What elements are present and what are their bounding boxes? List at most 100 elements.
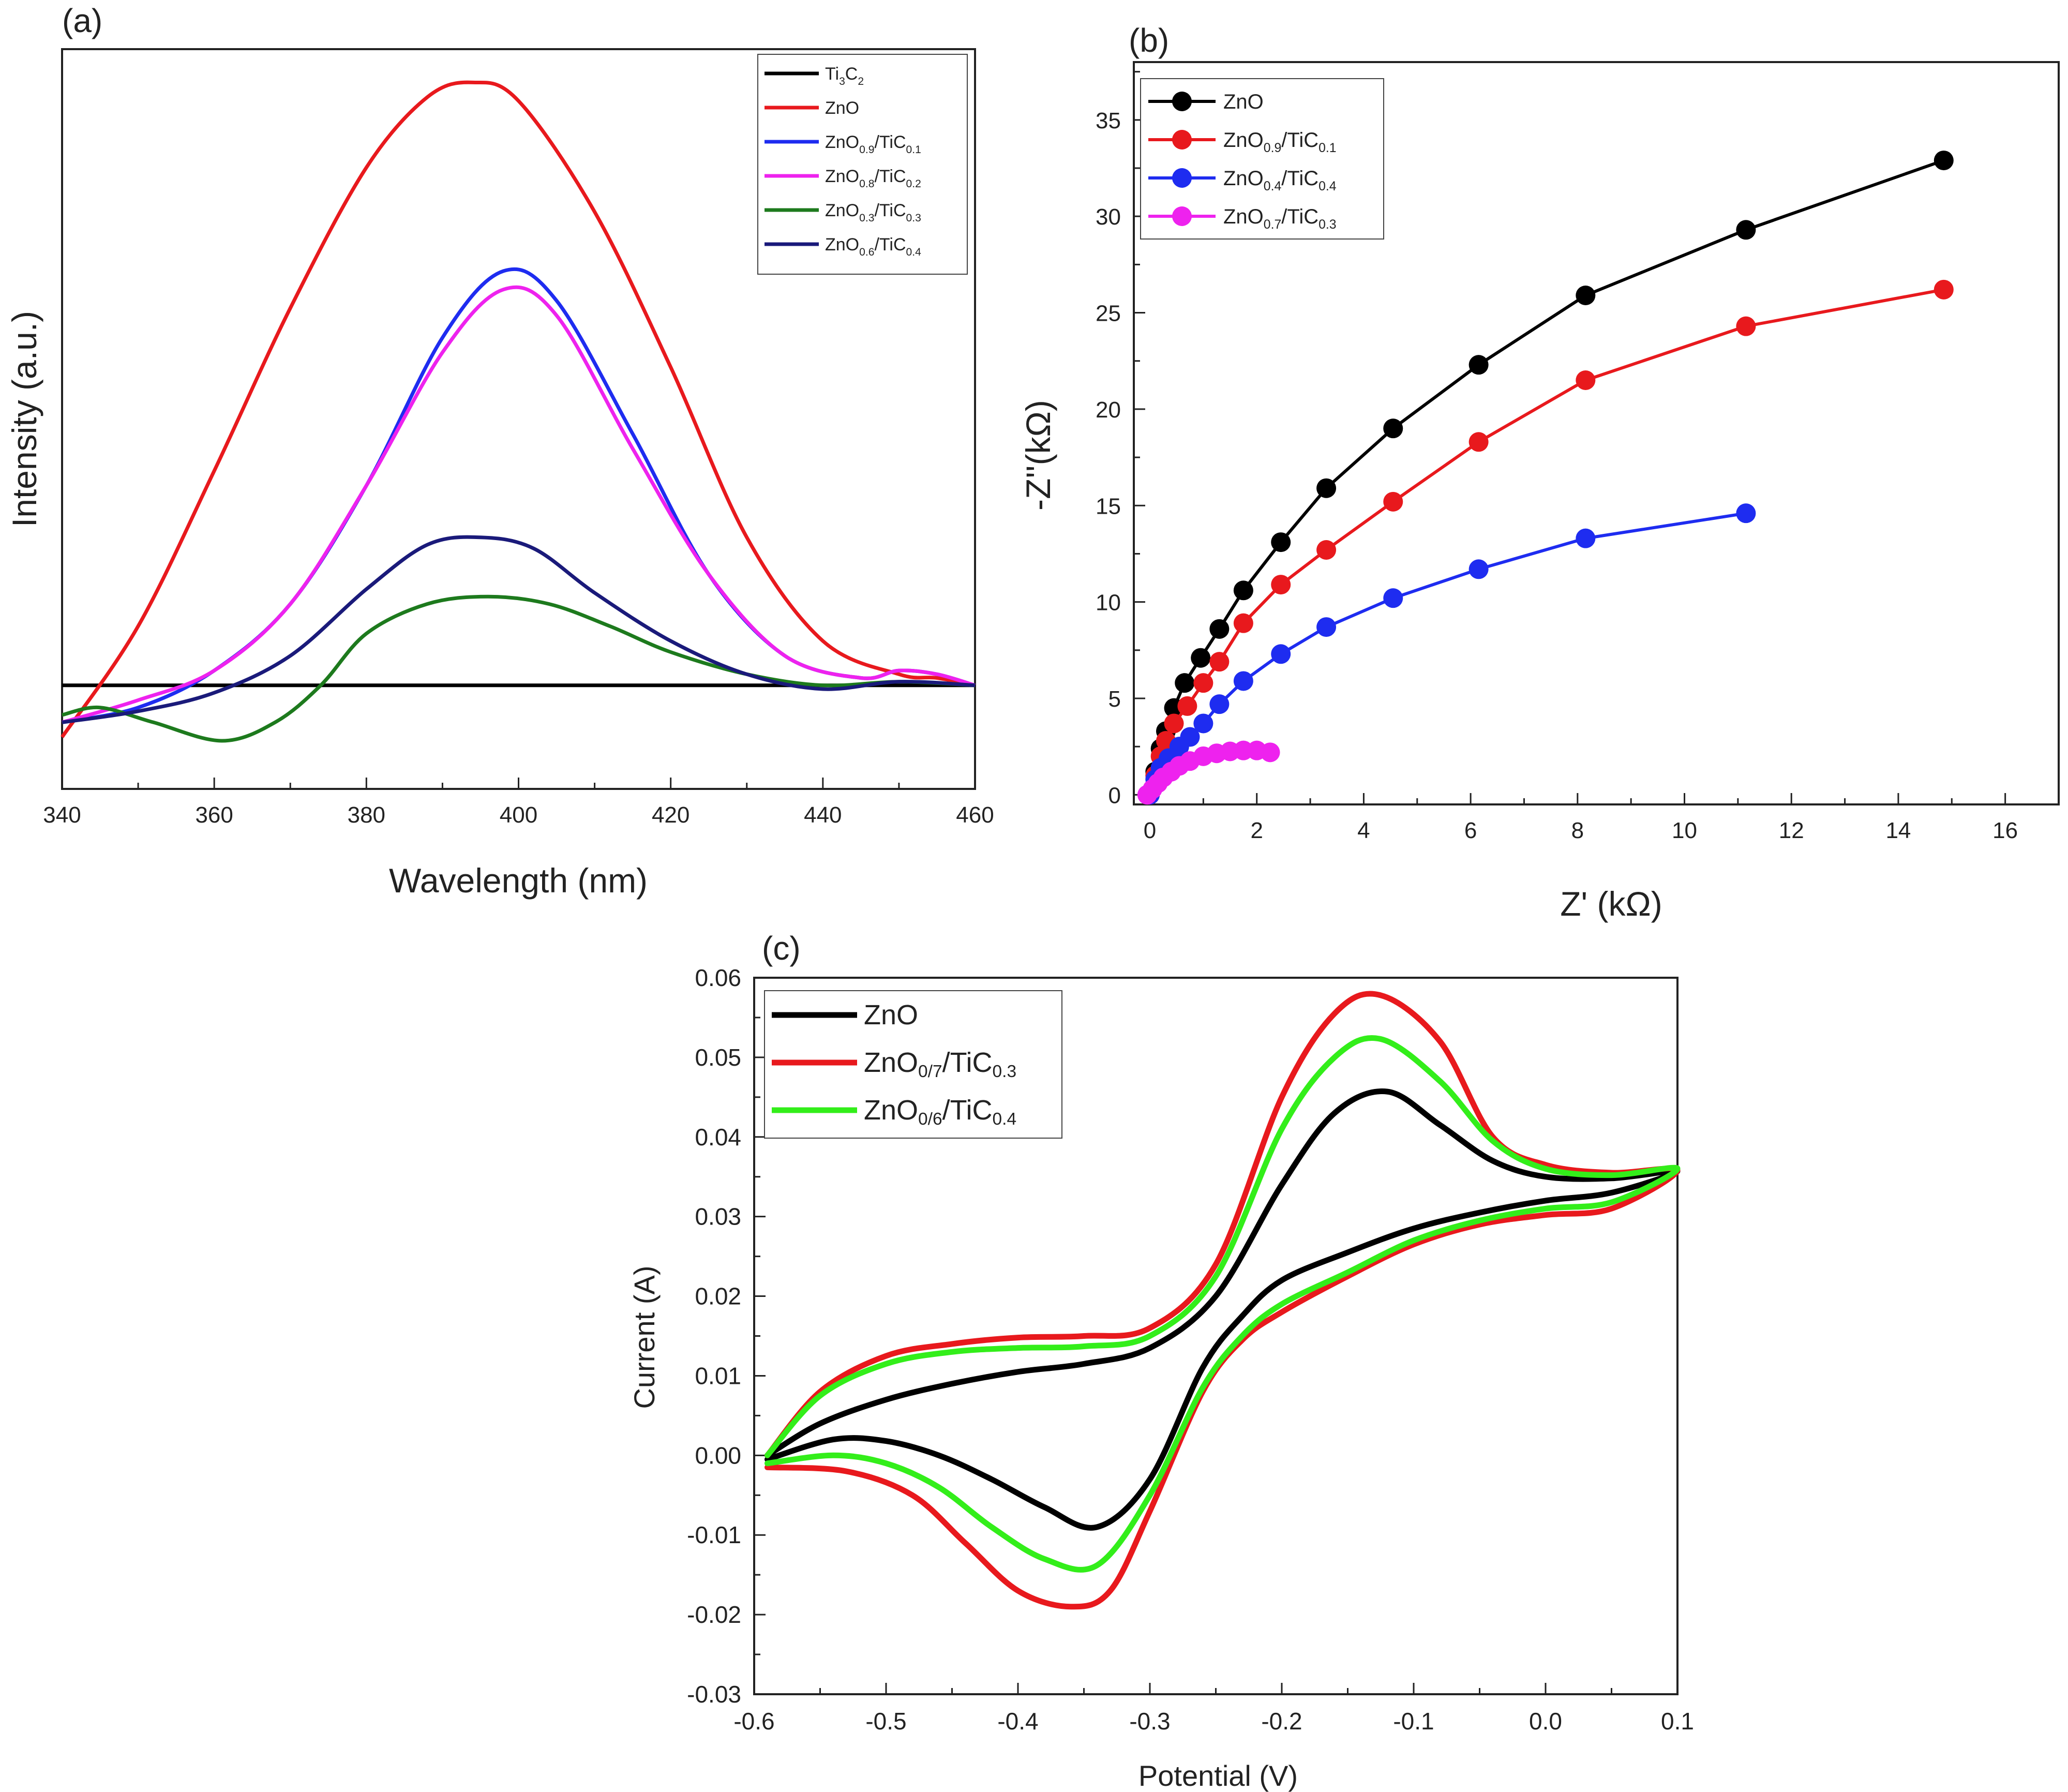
y-tick-label: 0.04 (695, 1124, 741, 1151)
data-point (1233, 613, 1253, 633)
data-point (1191, 648, 1211, 668)
legend-label-mid: C (845, 64, 858, 84)
panel-b-label: (b) (1129, 22, 1169, 59)
y-tick-label: 0.01 (695, 1362, 741, 1389)
legend-label-base: ZnO (825, 201, 859, 220)
legend-label-subscript: 0.9 (1264, 141, 1281, 155)
data-point (1736, 503, 1756, 524)
panel-b-ticks: 0 2 4 6 8 10 12 14 16 0 5 10 15 20 25 30 35 (1096, 71, 2018, 843)
panel-b-ylabel: -Z''(kΩ) (1019, 400, 1057, 511)
data-point (1209, 694, 1230, 714)
x-tick-label: 8 (1571, 818, 1584, 843)
legend-label-base: ZnO (825, 167, 859, 186)
data-point (1175, 673, 1195, 693)
legend-label-subscript: 0.7 (1264, 218, 1281, 232)
legend-label-subscript: 0/6 (918, 1110, 942, 1129)
y-tick-label: 35 (1096, 108, 1121, 133)
legend-label-mid: /TiC (1281, 167, 1318, 190)
data-point (1316, 617, 1337, 637)
x-tick-label: 16 (1992, 818, 2018, 843)
x-tick-label: 340 (43, 802, 81, 828)
legend-marker (1172, 206, 1192, 226)
legend-label-zno0-8-tic0-2: ZnO0.8/TiC0.2 (825, 167, 921, 190)
legend-label-zno0-6-tic0-4: ZnO0/6/TiC0.4 (864, 1095, 1016, 1129)
legend-label-zno0-6-tic0-4: ZnO0.6/TiC0.4 (825, 235, 921, 258)
legend-marker (1172, 168, 1192, 188)
x-tick-label: -0.4 (997, 1708, 1038, 1735)
series-line-zno0-9-tic0-1 (1148, 288, 1944, 796)
panel-c-label: (c) (762, 930, 801, 967)
data-point (1233, 580, 1253, 601)
panel-b-series (1137, 151, 1954, 805)
series-line-zno0-6-tic0-4 (62, 535, 976, 724)
y-tick-label: -0.01 (687, 1521, 741, 1548)
panel-c-series (765, 991, 1681, 1610)
data-point (1177, 696, 1197, 716)
data-point (1934, 279, 1954, 300)
y-tick-label: 25 (1096, 301, 1121, 326)
legend-label-mid: /TiC (874, 167, 906, 186)
series-line-zno (1148, 159, 1944, 796)
legend-marker (1172, 92, 1192, 111)
x-tick-label: -0.3 (1129, 1708, 1170, 1735)
data-point (1468, 432, 1489, 452)
series-line-zno (765, 1088, 1681, 1531)
legend-label-subscript: 0.3 (993, 1062, 1017, 1081)
data-point (1271, 532, 1291, 552)
data-point (1316, 540, 1337, 560)
legend-label-subscript: 0.1 (906, 144, 921, 156)
panel-a-series (61, 80, 976, 743)
x-tick-label: -0.2 (1261, 1708, 1302, 1735)
data-point (1576, 528, 1596, 548)
data-point (1576, 370, 1596, 390)
panel-a: (a) 340 360 380 400 420 440 460 Wavelength (nm… (5, 2, 994, 900)
legend-label-subscript: 0.4 (1318, 180, 1337, 193)
x-tick-label: 4 (1357, 818, 1370, 843)
y-tick-label: 0.03 (695, 1203, 741, 1230)
panel-b-legend: ZnOZnO0.9/TiC0.1ZnO0.4/TiC0.4ZnO0.7/TiC0… (1140, 78, 1384, 240)
y-tick-label: 0.02 (695, 1283, 741, 1310)
data-point (1468, 355, 1489, 375)
legend-label-subscript: 0.3 (906, 212, 921, 224)
series-line-zno (61, 80, 976, 738)
data-point (1260, 742, 1280, 763)
legend-label-mid: /TiC (1281, 205, 1318, 228)
legend-label-subscript: 3 (839, 76, 845, 87)
series-zno0-9-tic0-1 (1140, 279, 1954, 805)
legend-label-subscript: 0.1 (1318, 141, 1336, 155)
series-line-zno0-6-tic0-4 (765, 1035, 1681, 1573)
data-point (1383, 419, 1403, 439)
panel-c-ticks: -0.6 -0.5 -0.4 -0.3 -0.2 -0.1 0.0 0.1 -0.03 -0.02… (687, 964, 1694, 1735)
legend-label-base: ZnO (864, 1095, 918, 1126)
x-tick-label: -0.1 (1393, 1708, 1434, 1735)
data-point (1736, 220, 1756, 240)
x-tick-label: 440 (804, 802, 842, 828)
x-tick-label: -0.5 (865, 1708, 906, 1735)
legend-label-subscript: 0.2 (906, 178, 921, 190)
legend-label-mid: /TiC (1281, 129, 1318, 152)
x-tick-label: 10 (1672, 818, 1697, 843)
x-tick-label: 6 (1464, 818, 1477, 843)
y-tick-label: 0.05 (695, 1044, 741, 1071)
legend-label-subscript: 0.3 (1318, 218, 1336, 232)
series-line-zno0-8-tic0-2 (62, 285, 976, 724)
y-tick-label: -0.03 (687, 1681, 741, 1708)
y-tick-label: 15 (1096, 494, 1121, 519)
legend-label-zno: ZnO (1223, 91, 1264, 113)
legend-label-base: ZnO (1223, 129, 1264, 152)
x-tick-label: 12 (1779, 818, 1804, 843)
panel-a-ticks: 340 360 380 400 420 440 460 (43, 778, 994, 828)
legend-label-zno0-3-tic0-3: ZnO0.3/TiC0.3 (825, 201, 921, 224)
x-tick-label: 420 (652, 802, 690, 828)
legend-label-mid: /TiC (874, 132, 906, 152)
legend-label-base: ZnO (825, 98, 859, 118)
legend-label-mid: /TiC (942, 1047, 993, 1078)
legend-label-zno: ZnO (825, 98, 859, 118)
legend-label-mid: /TiC (874, 201, 906, 220)
y-tick-label: 30 (1096, 204, 1121, 230)
x-tick-label: 400 (500, 802, 537, 828)
panel-c: (c) -0.6 -0.5 -0.4 -0.3 -0.2 -0.1 0.0 0.1-0.03-… (628, 930, 1694, 1792)
data-point (1209, 652, 1230, 672)
y-tick-label: -0.02 (687, 1601, 741, 1628)
